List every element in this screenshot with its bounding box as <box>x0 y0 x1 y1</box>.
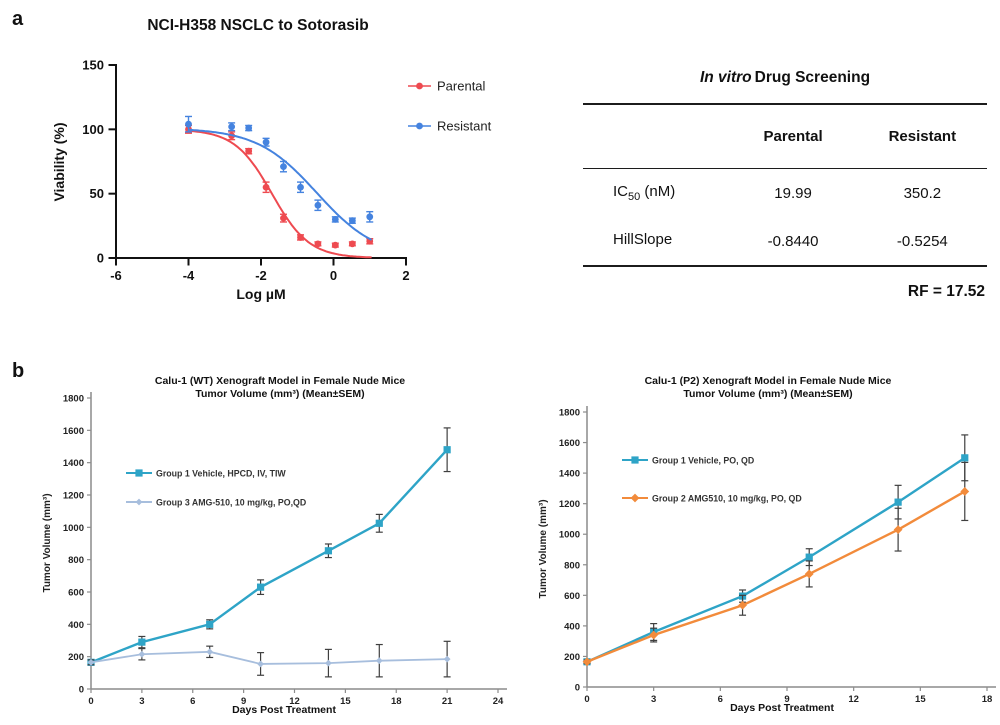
svg-text:Calu-1 (P2) Xenograft Model in: Calu-1 (P2) Xenograft Model in Female Nu… <box>645 375 892 387</box>
ic50-label: IC50 (nM) <box>613 183 676 203</box>
panel-b-label: b <box>12 360 25 382</box>
table-header-parental: Parental <box>763 128 823 145</box>
series-group-1 <box>87 427 451 666</box>
svg-text:9: 9 <box>241 696 246 707</box>
svg-text:1600: 1600 <box>559 438 580 449</box>
svg-text:0: 0 <box>584 694 589 705</box>
table-row-ic50: IC50 (nM) 19.99 350.2 <box>583 169 987 217</box>
svg-text:3: 3 <box>139 696 144 707</box>
svg-text:3: 3 <box>651 694 656 705</box>
svg-text:0: 0 <box>330 268 337 283</box>
svg-text:1800: 1800 <box>559 408 580 419</box>
svg-text:0: 0 <box>88 696 93 707</box>
series-parental <box>185 124 374 259</box>
svg-text:6: 6 <box>190 696 195 707</box>
xenograft-wt-chart: 0 200 400 600 800 1000 1200 1400 1600 1800 0 3 6 9 12 1… <box>42 375 507 716</box>
table-row-hillslope: HillSlope -0.8440 -0.5254 <box>583 217 987 265</box>
table-body: IC50 (nM) 19.99 350.2 HillSlope -0.8440 … <box>583 169 987 267</box>
ic50-parental-value: 19.99 <box>774 184 812 202</box>
svg-text:-6: -6 <box>110 268 122 283</box>
svg-text:2: 2 <box>402 268 409 283</box>
svg-text:1200: 1200 <box>63 491 84 502</box>
svg-text:NCI-H358 NSCLC to Sotorasib: NCI-H358 NSCLC to Sotorasib <box>147 17 368 34</box>
svg-text:6: 6 <box>718 694 723 705</box>
panel-a-label: a <box>12 8 24 30</box>
svg-text:Days Post Treatment: Days Post Treatment <box>730 702 834 714</box>
svg-text:1400: 1400 <box>63 458 84 469</box>
svg-text:600: 600 <box>68 588 84 599</box>
svg-text:Tumor Volume (mm³) (Mean±SEM): Tumor Volume (mm³) (Mean±SEM) <box>683 388 852 400</box>
svg-text:1000: 1000 <box>63 523 84 534</box>
svg-text:Parental: Parental <box>437 79 486 94</box>
svg-text:15: 15 <box>340 696 351 707</box>
svg-text:18: 18 <box>982 694 993 705</box>
svg-text:50: 50 <box>90 186 104 201</box>
svg-text:Group 1 Vehicle, HPCD, IV, TIW: Group 1 Vehicle, HPCD, IV, TIW <box>156 469 286 479</box>
svg-text:1400: 1400 <box>559 469 580 480</box>
svg-text:Viability (%): Viability (%) <box>51 122 67 201</box>
xenograft-p2-chart: 0 200 400 600 800 1000 1200 1400 1600 1800 0 3 6 9 12 1… <box>538 375 996 714</box>
svg-text:800: 800 <box>564 560 580 571</box>
svg-text:12: 12 <box>848 694 859 705</box>
svg-text:15: 15 <box>915 694 926 705</box>
svg-text:Resistant: Resistant <box>437 119 492 134</box>
svg-text:0: 0 <box>79 685 84 696</box>
svg-text:600: 600 <box>564 591 580 602</box>
table-title-rest: Drug Screening <box>754 69 871 86</box>
svg-text:9: 9 <box>784 694 789 705</box>
xeno-plot: 0 200 400 600 800 1000 1200 1400 1600 1800 0 3 6 9 12 1… <box>538 375 996 714</box>
dose-response-chart: 0 50 100 150 -6 -4 -2 0 2 Log µM Viability (%) NCI-… <box>51 17 492 302</box>
series-resistant <box>185 115 374 241</box>
svg-text:Calu-1 (WT) Xenograft Model in: Calu-1 (WT) Xenograft Model in Female Nu… <box>155 375 405 387</box>
svg-text:400: 400 <box>68 620 84 631</box>
svg-text:800: 800 <box>68 555 84 566</box>
resistance-factor-note: RF = 17.52 <box>907 283 985 300</box>
drug-screening-table: In vitro Drug Screening Parental Resistan… <box>583 62 987 301</box>
svg-text:1800: 1800 <box>63 394 84 405</box>
svg-text:1000: 1000 <box>559 530 580 541</box>
table-header-resistant: Resistant <box>888 128 957 145</box>
svg-text:200: 200 <box>68 652 84 663</box>
svg-text:0: 0 <box>575 683 580 694</box>
hillslope-parental-value: -0.8440 <box>767 232 819 250</box>
svg-text:Log µM: Log µM <box>236 286 285 302</box>
hillslope-resistant-value: -0.5254 <box>896 232 948 250</box>
series-group-1 <box>583 434 969 666</box>
svg-text:Group 2 AMG510, 10 mg/kg, PO,: Group 2 AMG510, 10 mg/kg, PO, QD <box>652 494 802 504</box>
series-group-2 <box>87 640 451 678</box>
svg-text:Group 3 AMG-510, 10 mg/kg, PO,: Group 3 AMG-510, 10 mg/kg, PO,QD <box>156 498 306 508</box>
svg-text:150: 150 <box>82 58 104 73</box>
svg-text:18: 18 <box>391 696 402 707</box>
svg-text:Tumor Volume (mm³): Tumor Volume (mm³) <box>538 499 549 598</box>
svg-text:-2: -2 <box>255 268 267 283</box>
table-header-row: Parental Resistant <box>583 103 987 169</box>
svg-text:Group 1 Vehicle, PO, QD: Group 1 Vehicle, PO, QD <box>652 456 754 466</box>
svg-text:21: 21 <box>442 696 453 707</box>
svg-text:Tumor Volume (mm³) (Mean±SEM): Tumor Volume (mm³) (Mean±SEM) <box>195 388 364 400</box>
svg-text:400: 400 <box>564 621 580 632</box>
svg-text:1200: 1200 <box>559 499 580 510</box>
svg-text:0: 0 <box>97 251 104 266</box>
svg-text:-4: -4 <box>183 268 195 283</box>
svg-text:1600: 1600 <box>63 426 84 437</box>
ic50-resistant-value: 350.2 <box>903 184 942 202</box>
xeno-plot: 0 200 400 600 800 1000 1200 1400 1600 1800 0 3 6 9 12 1… <box>42 375 507 716</box>
svg-text:12: 12 <box>289 696 300 707</box>
hillslope-label: HillSlope <box>613 231 673 248</box>
svg-text:24: 24 <box>493 696 504 707</box>
table-title: In vitro Drug Screening <box>583 62 987 103</box>
svg-text:200: 200 <box>564 652 580 663</box>
dose-plot: 0 50 100 150 -6 -4 -2 0 2 Log µM Viability (%) NCI-… <box>51 17 492 302</box>
table-title-italic: In vitro <box>699 69 752 86</box>
svg-text:Tumor Volume (mm³): Tumor Volume (mm³) <box>42 493 53 592</box>
svg-text:100: 100 <box>82 122 104 137</box>
svg-text:Days Post Treatment: Days Post Treatment <box>232 704 336 716</box>
